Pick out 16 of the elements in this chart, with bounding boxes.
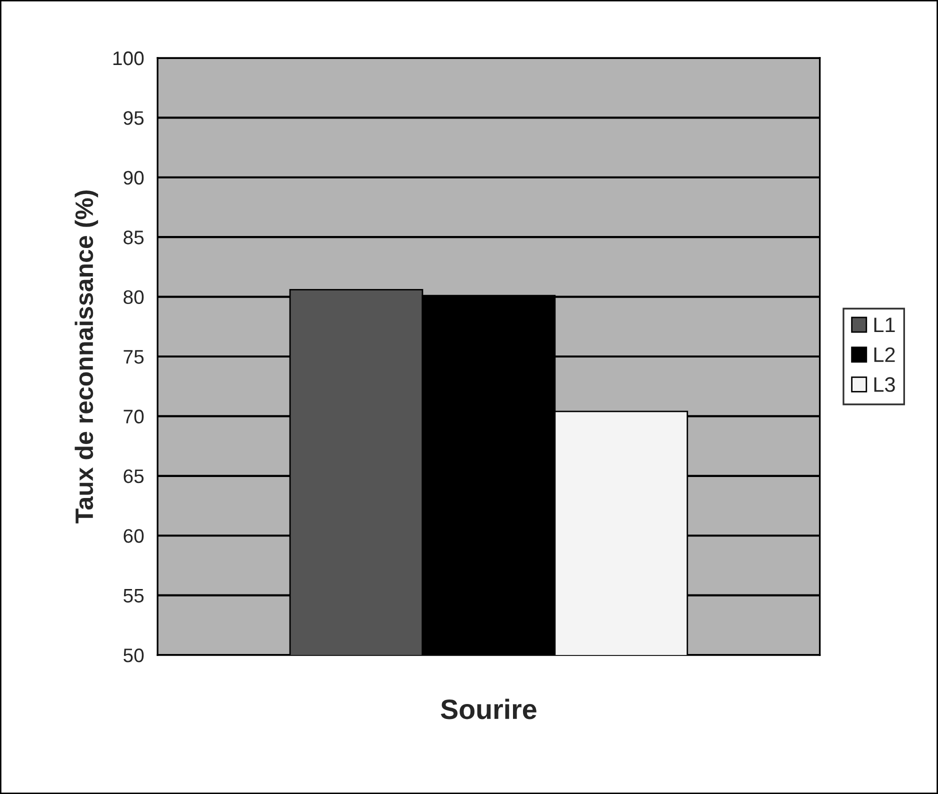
legend-label: L1 [874, 318, 895, 332]
legend-label: L2 [874, 347, 895, 362]
y-tick-label: 100 [113, 51, 144, 66]
y-axis-title: Taux de reconnaissance (%) [74, 190, 98, 524]
legend-label: L3 [874, 377, 895, 392]
y-tick-label: 75 [124, 350, 144, 364]
y-tick-label: 90 [124, 170, 144, 185]
y-tick-label: 65 [124, 469, 144, 484]
y-tick-label: 80 [124, 290, 144, 304]
y-tick-label: 85 [124, 230, 144, 244]
y-tick-label: 70 [124, 410, 144, 424]
y-tick-label: 55 [124, 589, 144, 603]
y-tick-label: 60 [124, 529, 144, 543]
x-axis-title: Sourire [440, 698, 536, 720]
y-tick-label: 50 [124, 648, 144, 662]
y-tick-label: 95 [124, 111, 144, 125]
